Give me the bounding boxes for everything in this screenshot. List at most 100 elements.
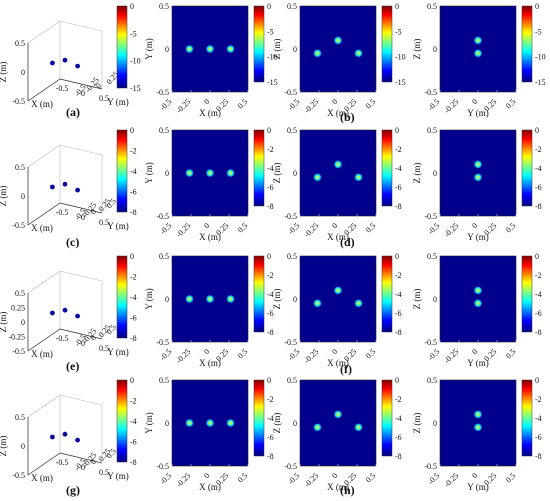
y-tick-label-11-0: 0.5 bbox=[427, 252, 437, 261]
heatmap-plot-area-7 bbox=[439, 129, 517, 217]
source-spot-14-1 bbox=[333, 410, 343, 419]
colorbar-tick-15-2: -4 bbox=[535, 414, 542, 423]
colorbar-tick-6-1: -2 bbox=[395, 145, 402, 154]
source-spot-2-0 bbox=[313, 49, 322, 58]
source-spot-9-2 bbox=[226, 294, 235, 304]
colorbar-tick-6-2: -4 bbox=[395, 164, 402, 173]
colorbar-tick-8-0: 0 bbox=[130, 252, 134, 261]
colorbar-14 bbox=[381, 379, 393, 457]
source-spot-7-1 bbox=[473, 173, 483, 182]
y-tick-label-6-0: 0.5 bbox=[287, 126, 297, 135]
colorbar-tick-11-0: 0 bbox=[535, 252, 539, 261]
y-axis-label-3: Z (m) bbox=[412, 39, 422, 60]
colorbar-1 bbox=[253, 5, 265, 83]
colorbar-5 bbox=[253, 129, 265, 207]
y-tick-label-3-0: 0.5 bbox=[427, 2, 437, 11]
x-axis-label-3d-4: X (m) bbox=[31, 223, 53, 233]
colorbar-tick-0-1: -5 bbox=[130, 29, 137, 38]
y-tick-label-10-1: 0 bbox=[293, 295, 297, 304]
box3d-edge-12-5 bbox=[59, 394, 103, 406]
colorbar-tick-14-2: -4 bbox=[395, 414, 402, 423]
colorbar-tick-5-2: -4 bbox=[267, 164, 274, 173]
x-tick-label-2-4: 0.5 bbox=[364, 97, 377, 110]
colorbar-tick-11-1: -2 bbox=[535, 271, 542, 280]
source-spot-6-0 bbox=[313, 173, 322, 182]
colorbar-8 bbox=[116, 255, 128, 339]
y-axis-label-15: Z (m) bbox=[412, 413, 422, 434]
colorbar-tick-0-2: -10 bbox=[130, 57, 141, 66]
y-tick-label-11-1: 0 bbox=[433, 295, 437, 304]
x-tick-label-9-2: 0 bbox=[202, 347, 211, 356]
panel-label-d: (d) bbox=[340, 235, 355, 249]
y-tick-label-9-2: -0.5 bbox=[156, 338, 169, 347]
x-tick-label-13-1: -0.25 bbox=[174, 471, 192, 489]
x-tick-label-2-2: 0 bbox=[330, 97, 339, 106]
source-spot-15-0 bbox=[473, 410, 483, 419]
box3d-edge-4-5 bbox=[59, 144, 103, 156]
source-point-3d-12-1 bbox=[62, 431, 68, 437]
x-tick-label-7-1: -0.25 bbox=[442, 221, 460, 239]
colorbar-tick-9-1: -2 bbox=[267, 271, 274, 280]
colorbar-tick-14-4: -8 bbox=[395, 452, 402, 461]
x-tick-label-13-0: -0.5 bbox=[158, 471, 173, 486]
y-axis-label-3d-0: Y (m) bbox=[107, 97, 128, 107]
y-axis-3d-4 bbox=[27, 202, 61, 226]
z-tick-3d-0-2: -0.5 bbox=[12, 97, 25, 106]
z-tick-3d-4-2: -0.5 bbox=[12, 221, 25, 230]
x-tick-3d-8-0: -0.5 bbox=[56, 334, 69, 343]
colorbar-tick-5-1: -2 bbox=[267, 145, 274, 154]
x-tick-3d-12-0: -0.5 bbox=[56, 458, 69, 467]
source-spot-1-0 bbox=[185, 44, 194, 54]
y-axis-label-3d-4: Y (m) bbox=[107, 221, 128, 231]
colorbar-tick-13-0: 0 bbox=[267, 376, 271, 385]
x-tick-3d-4-1: 0 bbox=[81, 213, 85, 222]
colorbar-tick-8-2: -4 bbox=[130, 293, 137, 302]
colorbar-tick-9-4: -8 bbox=[267, 328, 274, 337]
colorbar-tick-1-1: -5 bbox=[267, 27, 274, 36]
heatmap-plot-area-6 bbox=[299, 129, 377, 217]
colorbar-tick-12-0: 0 bbox=[130, 376, 134, 385]
source-point-3d-4-2 bbox=[75, 187, 80, 193]
y-tick-label-9-0: 0.5 bbox=[159, 252, 169, 261]
x-axis-label-6: X (m) bbox=[327, 232, 349, 242]
colorbar-tick-15-3: -6 bbox=[535, 433, 542, 442]
colorbar-tick-14-0: 0 bbox=[395, 376, 399, 385]
source-point-3d-8-0 bbox=[50, 310, 55, 316]
x-tick-label-5-1: -0.25 bbox=[174, 221, 192, 239]
colorbar-9 bbox=[253, 255, 265, 333]
y-tick-label-10-2: -0.5 bbox=[284, 338, 297, 347]
colorbar-tick-7-0: 0 bbox=[535, 126, 539, 135]
x-tick-label-11-1: -0.25 bbox=[442, 347, 460, 365]
colorbar-tick-15-4: -8 bbox=[535, 452, 542, 461]
panel-label-h: (h) bbox=[340, 483, 355, 497]
z-tick-3d-8-1: 0.25 bbox=[11, 304, 25, 313]
source-spot-1-1 bbox=[205, 44, 215, 54]
colorbar-10 bbox=[381, 255, 393, 333]
y-tick-label-15-1: 0 bbox=[433, 419, 437, 428]
x-axis-label-3d-12: X (m) bbox=[31, 473, 53, 483]
x-tick-label-11-4: 0.5 bbox=[504, 347, 517, 360]
x-axis-3d-0 bbox=[59, 78, 103, 90]
x-tick-label-1-2: 0 bbox=[202, 97, 211, 106]
x-tick-label-5-0: -0.5 bbox=[158, 221, 173, 236]
heatmap-plot-area-15 bbox=[439, 379, 517, 467]
source-point-3d-4-0 bbox=[50, 184, 55, 190]
colorbar-tick-1-3: -15 bbox=[267, 78, 278, 87]
colorbar-tick-6-3: -6 bbox=[395, 183, 402, 192]
colorbar-tick-12-1: -2 bbox=[130, 397, 137, 406]
x-tick-label-2-1: -0.25 bbox=[302, 97, 320, 115]
heatmap-plot-area-14 bbox=[299, 379, 377, 467]
colorbar-tick-11-4: -8 bbox=[535, 328, 542, 337]
x-tick-label-9-1: -0.25 bbox=[174, 347, 192, 365]
x-axis-label-3d-0: X (m) bbox=[31, 99, 53, 109]
x-axis-3d-4 bbox=[59, 202, 103, 214]
x-tick-label-9-4: 0.5 bbox=[236, 347, 249, 360]
colorbar-tick-10-0: 0 bbox=[395, 252, 399, 261]
colorbar-tick-14-1: -2 bbox=[395, 395, 402, 404]
colorbar-tick-5-3: -6 bbox=[267, 183, 274, 192]
source-spot-6-1 bbox=[333, 160, 343, 169]
z-tick-3d-12-0: 0.5 bbox=[15, 413, 25, 422]
x-axis-label-3: Y (m) bbox=[467, 108, 488, 118]
x-tick-label-15-2: 0 bbox=[470, 471, 479, 480]
colorbar-tick-9-0: 0 bbox=[267, 252, 271, 261]
